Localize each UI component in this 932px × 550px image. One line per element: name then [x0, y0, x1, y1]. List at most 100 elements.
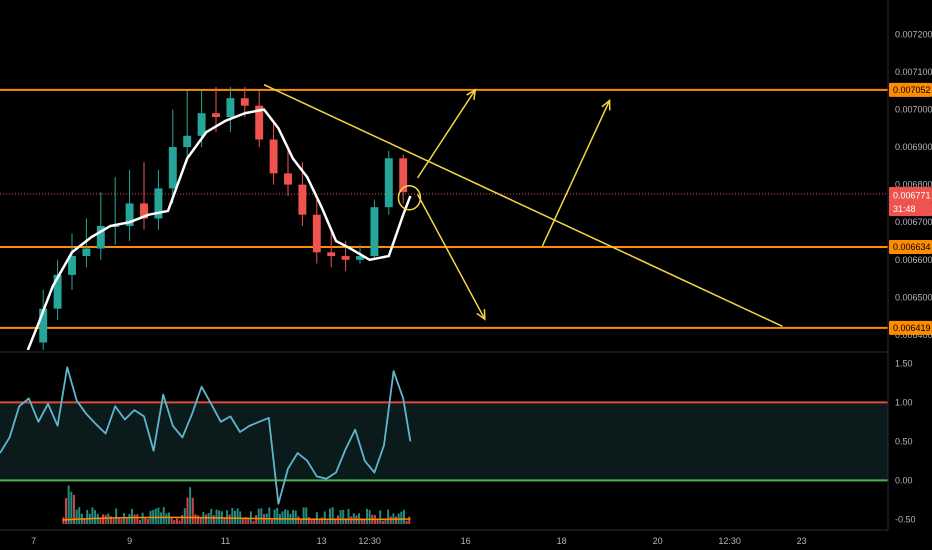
- volume-bar: [83, 519, 86, 524]
- volume-bar: [109, 516, 112, 524]
- candle-body[interactable]: [341, 256, 350, 260]
- volume-bar: [363, 519, 366, 524]
- time-tick-label: 9: [127, 536, 132, 546]
- oscillator-line[interactable]: [0, 366, 412, 505]
- volume-bar: [228, 514, 231, 524]
- price-tick-label: 0.006500: [895, 292, 932, 302]
- volume-bar: [94, 510, 97, 524]
- candle-body[interactable]: [269, 139, 278, 174]
- volume-bar: [144, 517, 147, 524]
- candle-body[interactable]: [327, 252, 336, 257]
- candle-body[interactable]: [284, 173, 292, 185]
- volume-bar: [65, 498, 68, 524]
- time-tick-label: 18: [557, 536, 567, 546]
- arrow-head: [601, 98, 611, 111]
- price-label-box: [889, 320, 932, 335]
- candle-body[interactable]: [39, 308, 48, 343]
- volume-bar: [244, 517, 247, 524]
- price-pane[interactable]: [0, 83, 888, 350]
- candle-body[interactable]: [183, 135, 192, 148]
- price-tick-label: 0.007000: [895, 104, 932, 114]
- oscillator-tick-label: 1.00: [895, 397, 913, 407]
- price-tick-label: 0.006400: [895, 330, 932, 340]
- arrow-line[interactable]: [416, 194, 486, 320]
- volume-bar: [315, 512, 318, 524]
- volume-bar: [286, 510, 289, 524]
- candle-body[interactable]: [111, 225, 120, 227]
- highlight-circle[interactable]: [397, 185, 422, 211]
- volume-bar: [276, 507, 279, 524]
- price-tick-label: 0.006800: [895, 180, 932, 190]
- trendline[interactable]: [263, 83, 783, 328]
- volume-bar: [284, 509, 287, 524]
- candle-body[interactable]: [399, 158, 408, 193]
- volume-bar: [342, 509, 345, 524]
- arrow-head: [476, 309, 486, 321]
- arrow-line[interactable]: [416, 89, 476, 179]
- candle-body[interactable]: [96, 225, 105, 249]
- volume-bar: [128, 513, 131, 524]
- volume-bar: [368, 509, 371, 524]
- candle-body[interactable]: [384, 158, 393, 208]
- candle-body[interactable]: [125, 203, 134, 226]
- oscillator-tick-label: 0.50: [895, 436, 913, 446]
- candle-body[interactable]: [197, 113, 206, 136]
- volume-bar: [292, 510, 295, 524]
- volume-bar: [347, 508, 350, 524]
- volume-bar: [384, 519, 387, 524]
- price-label-text: 0.006419: [893, 323, 931, 333]
- candle-body[interactable]: [298, 184, 307, 215]
- volume-bar: [305, 507, 308, 524]
- volume-bar: [273, 509, 276, 524]
- volume-bar: [168, 512, 170, 524]
- candle-body[interactable]: [240, 98, 249, 106]
- oscillator-pane[interactable]: [0, 366, 888, 524]
- moving-average-line[interactable]: [26, 108, 412, 350]
- candle-body[interactable]: [212, 113, 220, 117]
- candle-body[interactable]: [356, 256, 364, 260]
- arrow-line[interactable]: [541, 100, 611, 247]
- volume-bar: [323, 511, 326, 524]
- volume-bar: [170, 517, 173, 524]
- candle-body[interactable]: [226, 98, 235, 117]
- price-tick-label: 0.006700: [895, 217, 932, 227]
- volume-bar: [165, 513, 168, 524]
- volume-bar: [400, 511, 403, 524]
- volume-bar: [112, 519, 115, 524]
- volume-bar: [339, 510, 342, 524]
- candle-body[interactable]: [168, 147, 177, 189]
- volume-bar: [318, 520, 321, 524]
- candle-body[interactable]: [53, 274, 62, 309]
- price-label-box: [889, 188, 932, 203]
- volume-bar: [91, 507, 94, 524]
- time-tick-label: 12:30: [358, 536, 381, 546]
- candle-body[interactable]: [154, 188, 163, 219]
- volume-bar: [344, 518, 347, 524]
- candle-body[interactable]: [255, 105, 264, 140]
- candle-body[interactable]: [370, 207, 379, 257]
- volume-bar: [310, 519, 313, 524]
- volume-bar: [234, 510, 236, 524]
- volume-bar: [133, 514, 136, 524]
- price-label-text: 0.007052: [893, 85, 931, 95]
- volume-bar: [162, 507, 165, 524]
- oscillator-tick-label: 1.50: [895, 358, 913, 368]
- volume-bar: [321, 517, 324, 524]
- candle-body[interactable]: [140, 203, 148, 219]
- volume-bar: [307, 517, 310, 524]
- volume-bar: [255, 515, 258, 524]
- volume-bar: [381, 520, 384, 524]
- arrow-head: [466, 88, 477, 100]
- volume-bar: [302, 507, 305, 524]
- volume-bar: [191, 497, 194, 524]
- volume-bar: [231, 508, 234, 524]
- candle-body[interactable]: [68, 256, 76, 275]
- volume-bar: [260, 508, 263, 524]
- price-label-level: 0.006634: [889, 240, 932, 255]
- candle-body[interactable]: [312, 214, 321, 253]
- volume-bar: [120, 518, 123, 524]
- candle-body[interactable]: [82, 248, 91, 257]
- volume-bar: [136, 514, 139, 524]
